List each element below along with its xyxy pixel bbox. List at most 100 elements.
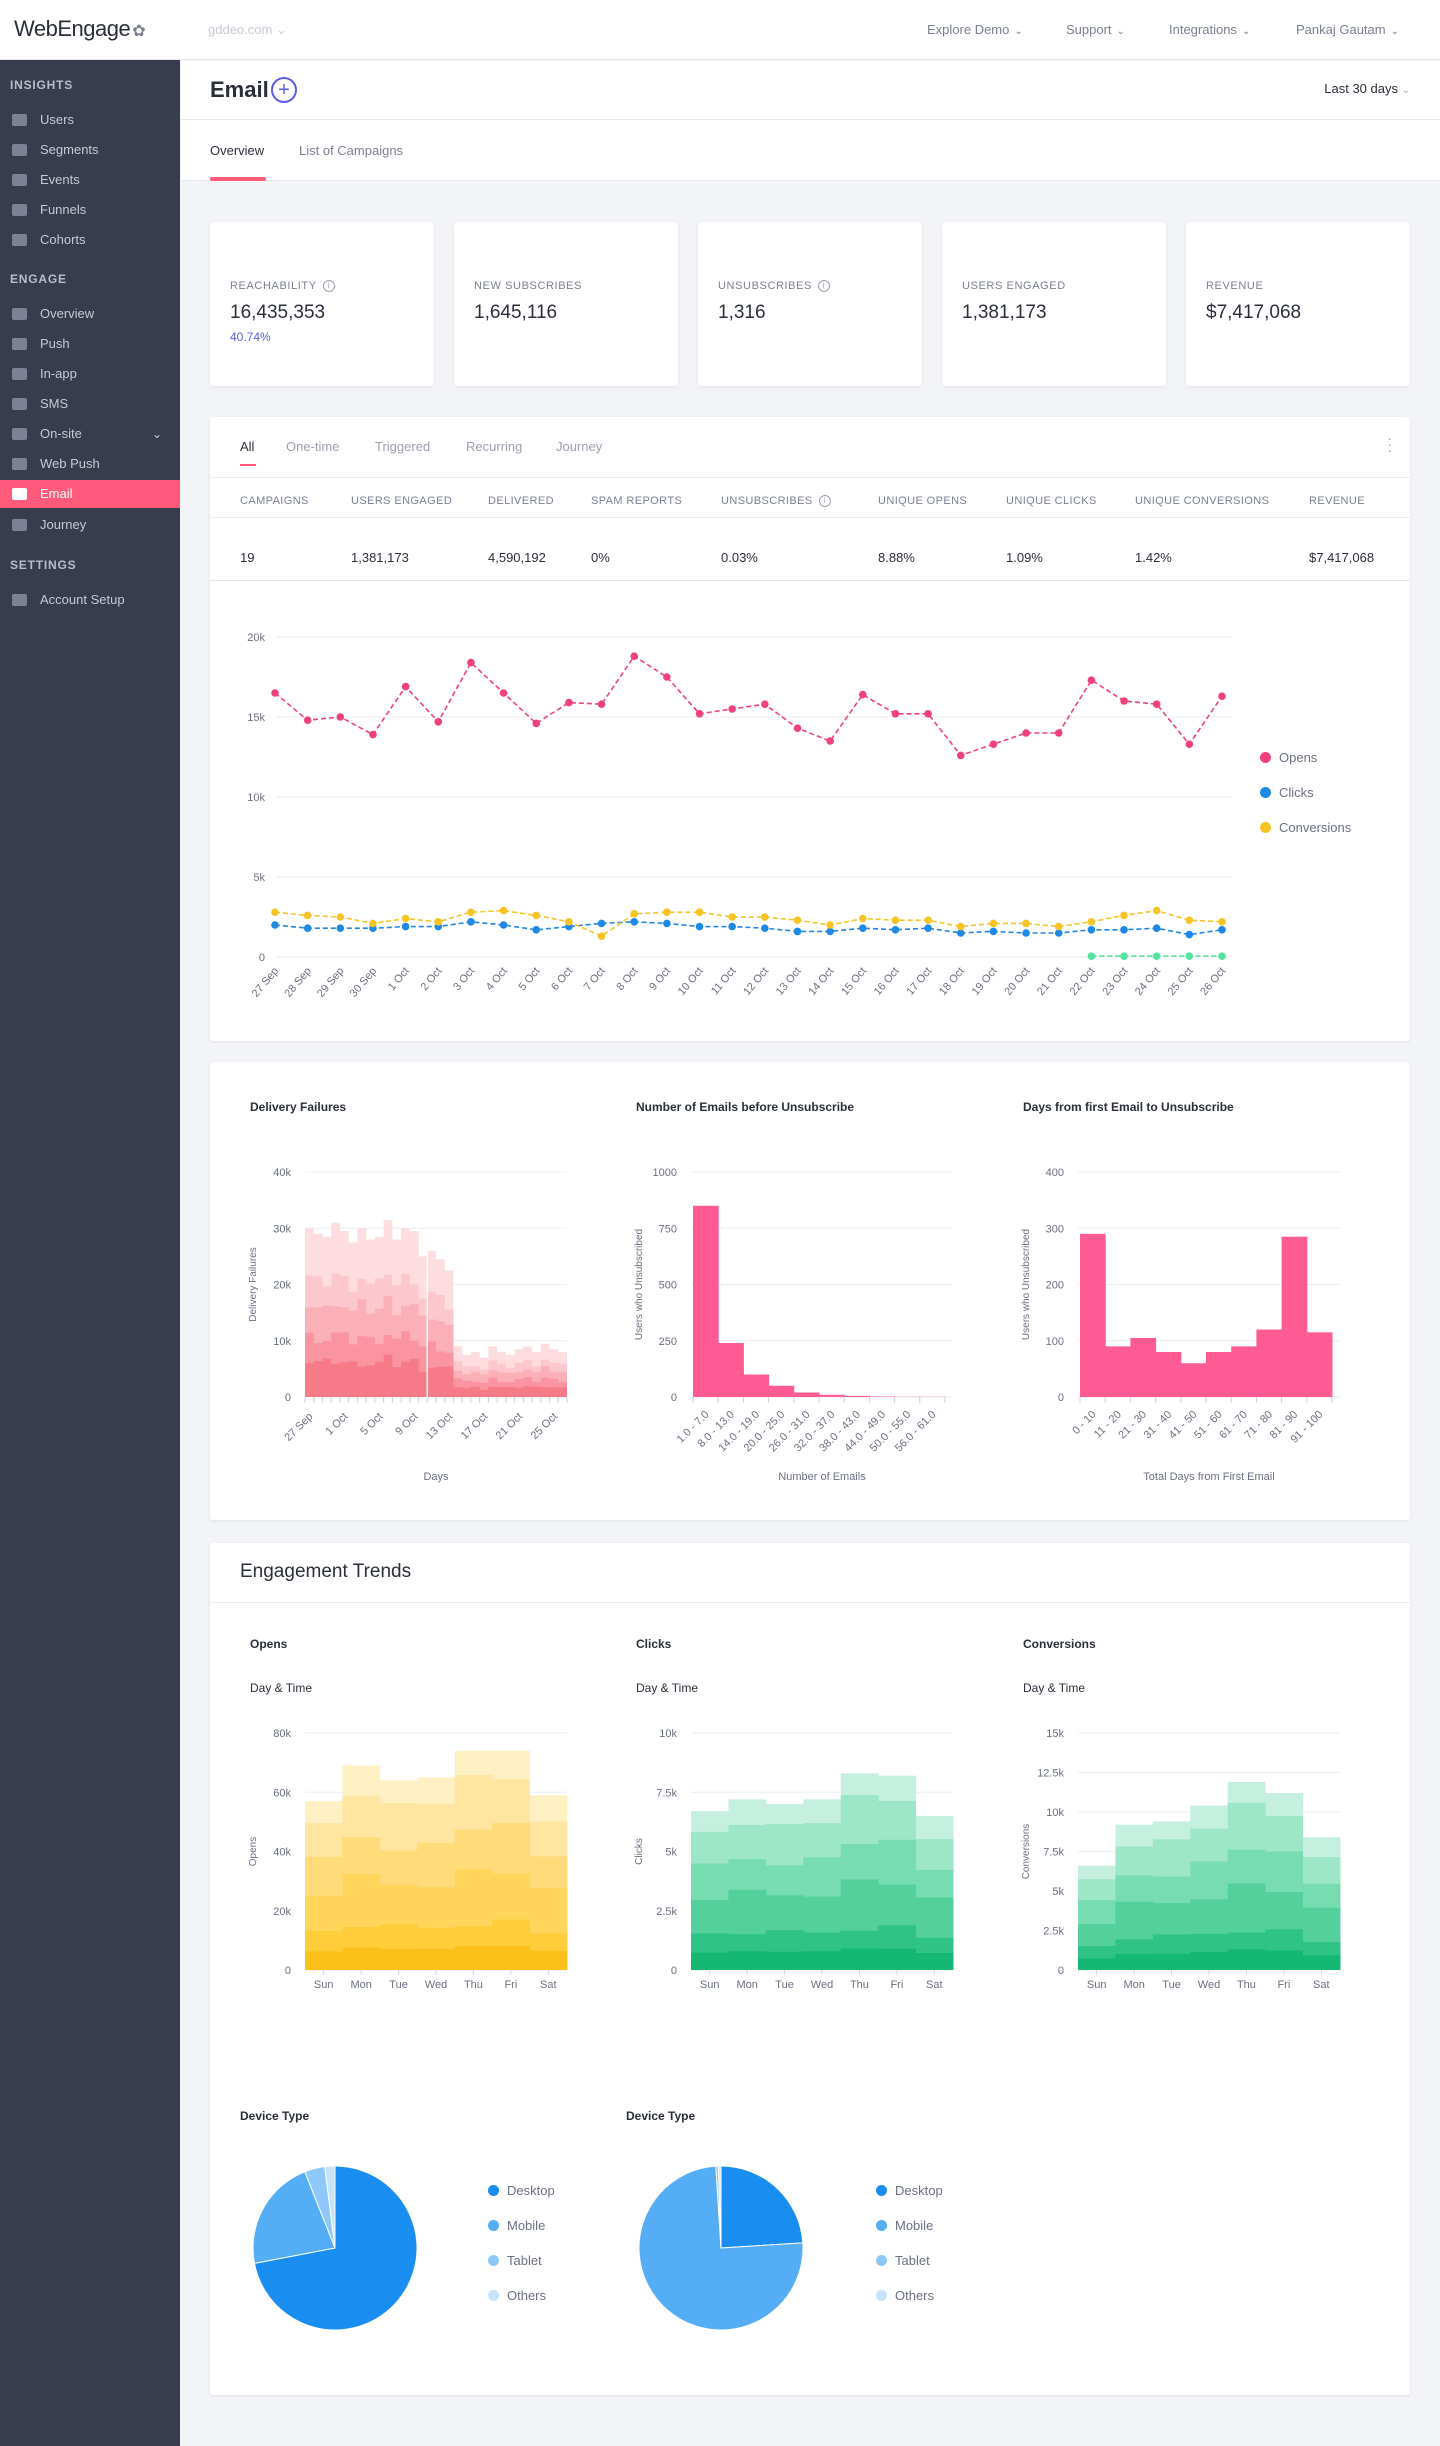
legend-item-tablet[interactable]: Tablet [876,2253,930,2268]
sidebar-item-web-push[interactable]: Web Push [0,450,180,478]
stat-label: USERS ENGAGED [962,280,1066,292]
data-point [1054,922,1063,931]
data-point [793,916,802,924]
table-cell: 8.88% [878,550,915,565]
sidebar-item-events[interactable]: Events [0,166,180,194]
y-tick-label: 20k [273,1280,291,1292]
table-cell: 1.09% [1006,550,1043,565]
sidebar-item-funnels[interactable]: Funnels [0,196,180,224]
data-point [1218,692,1226,700]
legend-item-desktop[interactable]: Desktop [876,2183,943,2198]
sidebar-item-sms[interactable]: SMS [0,390,180,418]
info-icon[interactable]: i [322,280,335,292]
x-tick-label: 13 Oct [424,1411,455,1442]
x-tick-label: 9 Oct [393,1411,420,1438]
bar [718,1343,744,1397]
filter-tab-recurring[interactable]: Recurring [466,439,523,454]
date-range-selector[interactable]: Last 30 days ⌄ [1324,81,1410,96]
y-tick-label: 100 [1046,1336,1064,1348]
stat-value: $7,417,068 [1206,302,1302,323]
legend-item-clicks[interactable]: Clicks [1260,785,1314,800]
info-icon[interactable]: i [818,280,830,292]
data-point [499,921,508,929]
sidebar-item-account-setup[interactable]: Account Setup [0,586,180,614]
x-tick-label: Fri [504,1979,517,1991]
pie-slice [638,2165,804,2331]
legend-item-conversions[interactable]: Conversions [1260,820,1351,835]
x-tick-label: 21 Oct [1035,965,1065,998]
sidebar-item-on-site[interactable]: On-site ⌄ [0,420,180,448]
chart-title: Device Type [240,2109,310,2123]
data-point [663,673,671,681]
delivery-unsubscribe-card: Delivery Failures Number of Emails befor… [210,1062,1410,1520]
sidebar-item-segments[interactable]: Segments [0,136,180,164]
web-push-icon [12,458,27,470]
data-point [858,690,867,699]
legend-item-opens[interactable]: Opens [1260,750,1317,765]
column-header: CAMPAIGNS [240,495,309,507]
x-tick-label: 12 Oct [741,965,771,998]
data-point [1152,924,1161,932]
legend-item-mobile[interactable]: Mobile [876,2218,933,2233]
series-line [274,920,1223,936]
column-header: REVENUE [1309,495,1365,507]
filter-tab-all[interactable]: All [240,439,255,454]
sidebar-item-overview[interactable]: Overview [0,300,180,328]
filter-tab-triggered[interactable]: Triggered [375,439,431,454]
y-tick-label: 200 [1046,1280,1064,1292]
x-tick-label: 25 Oct [1166,965,1196,998]
campaign-performance-card: All One-time Triggered Recurring Journey… [210,417,1410,1041]
top-bar: WebEngage ✿ gddeo.com ⌄ Explore Demo ⌄ Sup… [0,0,1440,60]
legend-item-mobile[interactable]: Mobile [488,2218,545,2233]
active-tab-indicator [210,177,266,181]
sidebar-item-cohorts[interactable]: Cohorts [0,226,180,254]
y-tick-label: 0 [259,952,265,964]
bar-segment [1152,1953,1191,1970]
y-tick-label: 30k [273,1223,291,1235]
logo[interactable]: WebEngage ✿ [14,16,146,41]
explore-demo-menu[interactable]: Explore Demo ⌄ [927,22,1023,37]
tab-list-of-campaigns[interactable]: List of Campaigns [299,143,404,158]
chevron-down-icon: ⌄ [151,427,162,441]
sidebar-item-journey[interactable]: Journey [0,511,180,539]
x-tick-label: 20 Oct [1002,965,1032,998]
y-tick-label: 10k [659,1728,677,1740]
in-app-icon [12,368,27,380]
data-point [434,718,443,726]
legend-item-tablet[interactable]: Tablet [488,2253,542,2268]
data-point [630,918,639,926]
data-point [1087,926,1096,934]
sidebar-section-settings: SETTINGS [10,558,77,572]
column-header: UNIQUE OPENS [878,495,968,507]
x-tick-label: Sat [926,1979,943,1991]
bar [743,1374,770,1397]
user-menu[interactable]: Pankaj Gautam ⌄ [1296,22,1399,37]
legend-item-others[interactable]: Others [488,2288,546,2303]
integrations-menu[interactable]: Integrations ⌄ [1169,22,1251,37]
mail-icon [12,488,27,500]
project-selector[interactable]: gddeo.com ⌄ [208,22,287,37]
data-point [303,911,312,920]
bar-segment [379,1949,418,1970]
info-icon[interactable]: i [818,495,831,507]
legend-item-desktop[interactable]: Desktop [488,2183,555,2198]
more-options-icon[interactable]: · · · [1387,430,1392,458]
x-axis-label: Days [423,1471,449,1483]
sidebar-item-in-app[interactable]: In-app [0,360,180,388]
legend-item-others[interactable]: Others [876,2288,934,2303]
add-campaign-button[interactable]: + [271,77,297,103]
table-cell: $7,417,068 [1309,550,1375,565]
sidebar-item-push[interactable]: Push [0,330,180,358]
filter-tab-one-time[interactable]: One-time [286,439,340,454]
filter-tab-journey[interactable]: Journey [556,439,603,454]
x-tick-label: Mon [350,1979,371,1991]
tab-overview[interactable]: Overview [210,143,265,158]
y-tick-label: 0 [671,1965,677,1977]
bar [1206,1352,1232,1397]
support-menu[interactable]: Support ⌄ [1066,22,1125,37]
daily-engagement-line-chart: 0 5k 10k 15k 20k 27 Sep 28 Sep 29 Sep 30 Sep 1 Oc… [247,632,1232,1000]
x-axis-label: Number of Emails [778,1471,866,1483]
y-tick-label: 5k [665,1847,677,1859]
sidebar-item-users[interactable]: Users [0,106,180,134]
sidebar-item-email[interactable]: Email [0,480,180,508]
